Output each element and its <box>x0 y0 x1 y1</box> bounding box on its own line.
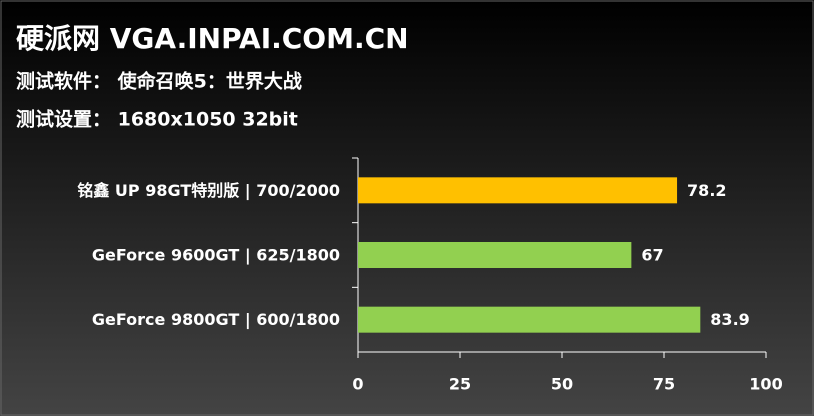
value-label: 67 <box>641 246 663 265</box>
x-tick-label: 75 <box>653 375 675 394</box>
value-label: 78.2 <box>687 181 726 200</box>
x-tick-label: 25 <box>449 375 471 394</box>
y-tick-label: GeForce 9600GT | 625/1800 <box>92 246 340 266</box>
chart-title: 硬派网 VGA.INPAI.COM.CN <box>16 22 409 55</box>
x-tick-label: 50 <box>551 375 573 394</box>
y-tick-label: 铭鑫 UP 98GT特别版 | 700/2000 <box>77 181 340 201</box>
x-tick-label: 100 <box>749 375 782 394</box>
subtitle: 测试设置： 1680x1050 32bit <box>16 109 298 131</box>
bar <box>358 306 701 333</box>
x-tick-label: 0 <box>352 375 363 394</box>
bar <box>358 242 632 268</box>
bar <box>358 177 678 204</box>
value-label: 83.9 <box>710 310 749 329</box>
y-tick-label: GeForce 9800GT | 600/1800 <box>92 310 340 330</box>
subtitle: 测试软件： 使命召唤5：世界大战 <box>16 70 302 93</box>
